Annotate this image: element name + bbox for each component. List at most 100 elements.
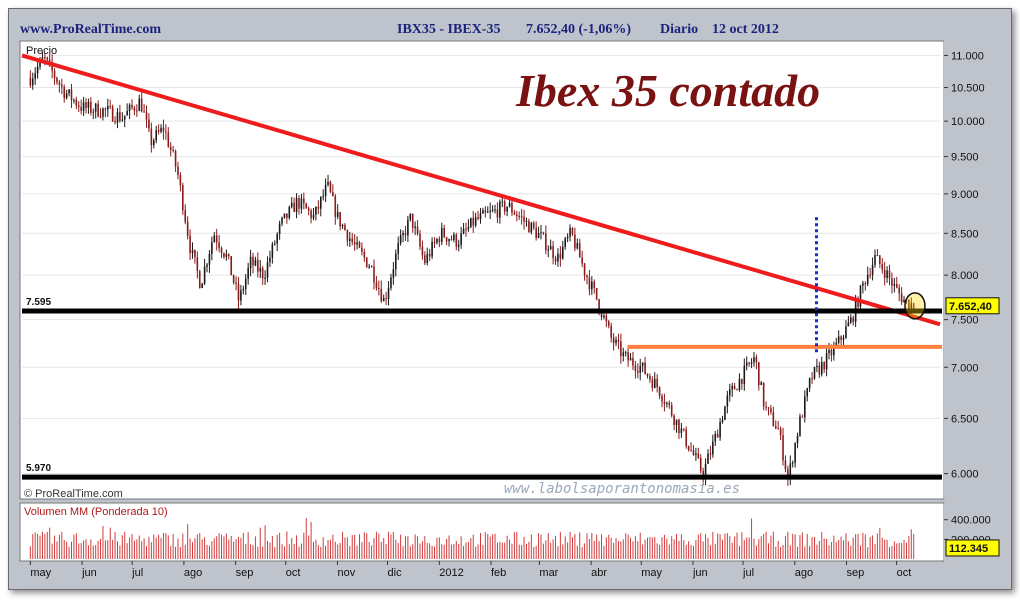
candle-body bbox=[581, 257, 583, 264]
candle-body bbox=[90, 101, 92, 113]
candle-body bbox=[77, 105, 80, 108]
candle-body bbox=[895, 284, 898, 288]
candle-body bbox=[866, 274, 869, 284]
candle-body bbox=[167, 132, 170, 147]
candle-body bbox=[307, 208, 310, 211]
candle-body bbox=[879, 255, 881, 265]
candle-body bbox=[438, 239, 441, 242]
candle-body bbox=[799, 416, 801, 436]
candle-body bbox=[370, 266, 373, 268]
candle-body bbox=[857, 299, 859, 307]
candle-body bbox=[862, 283, 864, 286]
price-tick-label: 6.500 bbox=[951, 413, 979, 425]
candle-body bbox=[794, 443, 796, 463]
candle-body bbox=[499, 201, 501, 218]
candle-body bbox=[770, 408, 772, 412]
candle-body bbox=[131, 104, 133, 108]
candle-body bbox=[818, 365, 821, 375]
candle-body bbox=[390, 277, 392, 289]
candle-body bbox=[29, 77, 32, 86]
candle-body bbox=[762, 382, 765, 407]
watermark[interactable]: www.labolsaporantonomasia.es bbox=[504, 481, 740, 497]
candle-body bbox=[240, 290, 242, 301]
candle-body bbox=[257, 259, 259, 272]
candle-body bbox=[402, 232, 404, 235]
candle-body bbox=[714, 433, 717, 442]
candle-body bbox=[675, 419, 678, 425]
candle-body bbox=[317, 206, 320, 209]
candle-body bbox=[816, 365, 818, 368]
candle-body bbox=[840, 336, 842, 340]
candle-body bbox=[136, 110, 138, 112]
candle-body bbox=[801, 416, 804, 418]
candle-body bbox=[409, 213, 412, 220]
candle-body bbox=[903, 299, 905, 303]
candle-body bbox=[160, 127, 162, 132]
candle-body bbox=[416, 226, 419, 234]
candle-body bbox=[111, 106, 114, 122]
price-tick-label: 7.000 bbox=[951, 362, 979, 374]
candle-body bbox=[859, 285, 862, 307]
price-tick-label: 6.000 bbox=[951, 469, 979, 481]
candle-body bbox=[874, 255, 876, 265]
candle-body bbox=[578, 242, 581, 258]
candle-body bbox=[44, 57, 46, 59]
candle-body bbox=[470, 217, 472, 228]
candle-body bbox=[876, 255, 879, 257]
candle-body bbox=[736, 389, 738, 391]
candle-body bbox=[34, 73, 36, 79]
candle-body bbox=[145, 112, 148, 120]
annotations: 7.595 5.970 bbox=[21, 53, 942, 480]
candle-body bbox=[247, 268, 249, 279]
candle-body bbox=[649, 376, 651, 380]
candle-body bbox=[315, 206, 317, 215]
candle-body bbox=[731, 386, 733, 390]
candle-body bbox=[796, 435, 799, 444]
candle-body bbox=[290, 202, 293, 207]
date: 12 oct 2012 bbox=[712, 22, 779, 37]
candle-body bbox=[249, 256, 252, 269]
candle-body bbox=[305, 203, 308, 209]
candle-body bbox=[172, 149, 174, 152]
candle-body bbox=[310, 210, 312, 219]
candle-body bbox=[399, 234, 402, 244]
candle-body bbox=[530, 222, 533, 233]
candle-body bbox=[155, 130, 157, 141]
price-axis-area bbox=[944, 41, 1002, 499]
candle-body bbox=[157, 130, 160, 132]
candle-body bbox=[363, 251, 366, 258]
candle-body bbox=[820, 362, 823, 375]
candle-body bbox=[223, 253, 225, 257]
price-tick-label: 8.500 bbox=[951, 228, 979, 240]
candle-body bbox=[871, 264, 874, 276]
candle-body bbox=[557, 253, 559, 262]
candle-body bbox=[893, 284, 896, 286]
candle-body bbox=[566, 236, 569, 239]
candle-body bbox=[513, 212, 516, 215]
candle-body bbox=[716, 433, 719, 438]
candle-body bbox=[779, 428, 782, 436]
candle-body bbox=[404, 232, 407, 236]
candle-body bbox=[254, 259, 257, 266]
candle-body bbox=[503, 201, 506, 212]
price-change: 7.652,40 (-1,06%) bbox=[526, 22, 631, 37]
candle-body bbox=[748, 362, 750, 364]
candle-body bbox=[595, 287, 598, 300]
candle-body bbox=[830, 350, 833, 356]
candle-body bbox=[886, 270, 888, 278]
candle-body bbox=[641, 362, 644, 366]
candle-body bbox=[774, 425, 777, 429]
candle-body bbox=[288, 206, 291, 218]
candle-body bbox=[349, 238, 351, 241]
candle-body bbox=[743, 365, 746, 384]
candle-body bbox=[738, 378, 741, 391]
site-name[interactable]: www.ProRealTime.com bbox=[20, 22, 162, 37]
candle-body bbox=[303, 198, 305, 204]
time-tick-label: jul bbox=[742, 567, 754, 579]
candle-body bbox=[104, 108, 107, 110]
candle-body bbox=[385, 297, 387, 299]
candle-body bbox=[455, 234, 458, 247]
candle-body bbox=[474, 217, 477, 226]
candle-body bbox=[382, 297, 385, 302]
last-price-label: 7.652,40 bbox=[949, 301, 992, 313]
